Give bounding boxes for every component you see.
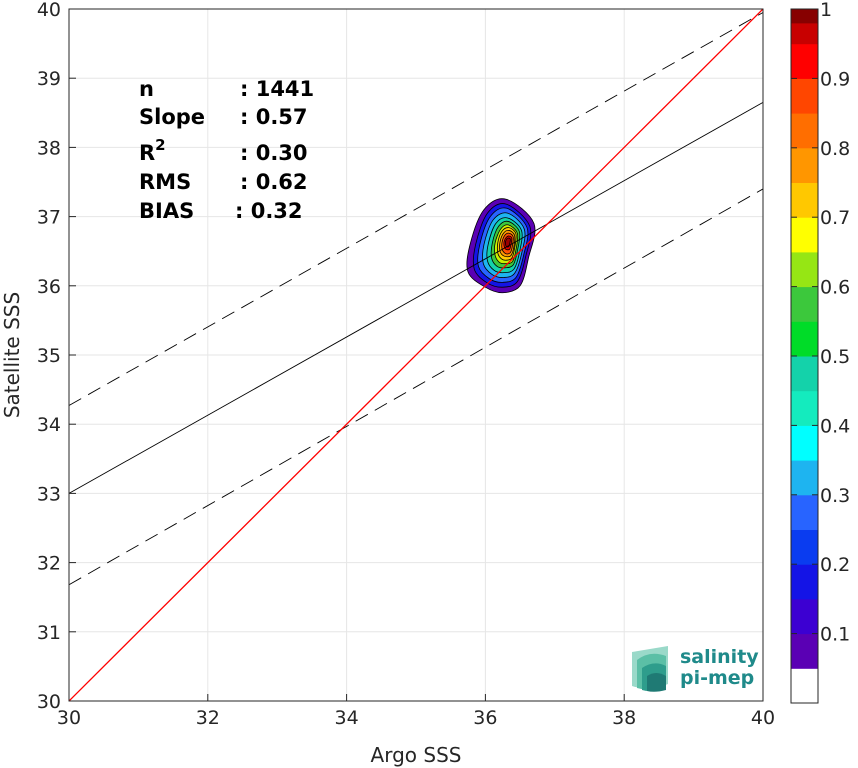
colorbar-bands: [791, 9, 818, 704]
x-tick-label: 34: [335, 707, 359, 729]
logo-line2: pi-mep: [680, 667, 754, 689]
stat-r2-base: R: [139, 141, 155, 165]
regression-lines: [69, 9, 763, 701]
colorbar-tick-label: 0.3: [820, 485, 850, 507]
colorbar-band-9: [791, 356, 818, 392]
colorbar-band-20: [791, 9, 818, 24]
colorbar-band-5: [791, 494, 818, 530]
y-tick-label: 32: [37, 553, 61, 575]
y-tick-label: 37: [37, 207, 61, 229]
stat-rms-value: : 0.62: [240, 170, 308, 194]
stat-slope-value: : 0.57: [240, 105, 308, 129]
colorbar-band-19: [791, 22, 818, 45]
colorbar-ticks: 0.1 0.2 0.3 0.4 0.5 0.6 0.7 0.8 0.9 1: [791, 0, 850, 646]
colorbar-band-8: [791, 390, 818, 426]
y-tick-label: 40: [37, 0, 61, 21]
colorbar-band-17: [791, 78, 818, 114]
fit-upper-dashed-line: [69, 12, 763, 406]
colorbar-tick-label: 0.6: [820, 277, 850, 299]
salinity-pimep-logo: salinity pi-mep: [632, 646, 759, 692]
colorbar-tick-label: 0.8: [820, 138, 850, 160]
colorbar-band-18: [791, 43, 818, 79]
regression-fit-line: [69, 102, 763, 494]
y-tick-label: 30: [37, 691, 61, 713]
y-tick-label: 31: [37, 622, 61, 644]
density-contour-level-11: [504, 237, 511, 248]
colorbar-band-16: [791, 113, 818, 149]
identity-line: [69, 9, 763, 701]
colorbar-band-6: [791, 460, 818, 496]
colorbar-tick-label: 1: [820, 0, 832, 21]
stat-slope-label: Slope: [139, 105, 205, 129]
y-tick-label: 35: [37, 345, 61, 367]
colorbar-tick-label: 0.4: [820, 415, 850, 437]
x-axis-ticks: 30 32 34 36 38 40: [57, 694, 775, 729]
colorbar-band-0: [791, 668, 818, 704]
colorbar-tick-label: 0.9: [820, 68, 850, 90]
stat-bias-value: : 0.32: [235, 199, 303, 223]
stat-n-value: : 1441: [240, 77, 314, 101]
fit-lower-dashed-line: [69, 188, 763, 586]
colorbar-band-7: [791, 425, 818, 461]
colorbar-band-1: [791, 633, 818, 669]
x-tick-label: 36: [473, 707, 497, 729]
grid: [68, 8, 764, 702]
colorbar: 0.1 0.2 0.3 0.4 0.5 0.6 0.7 0.8 0.9 1: [790, 0, 850, 704]
colorbar-band-2: [791, 598, 818, 635]
y-tick-label: 36: [37, 276, 61, 298]
y-tick-label: 38: [37, 137, 61, 159]
stat-rms-label: RMS: [139, 170, 191, 194]
x-tick-label: 30: [57, 707, 81, 729]
y-axis-ticks: 30 31 32 33 34 35 36 37 38 39 40: [37, 0, 76, 713]
colorbar-band-12: [791, 251, 818, 288]
stats-annotation: n : 1441 Slope : 0.57 R2 : 0.30 RMS : 0.…: [139, 77, 314, 223]
x-tick-label: 40: [751, 707, 775, 729]
stat-r2-value: : 0.30: [240, 141, 308, 165]
colorbar-band-15: [791, 147, 818, 183]
colorbar-band-10: [791, 321, 818, 357]
colorbar-tick-label: 0.2: [820, 554, 850, 576]
stat-r2-superscript: 2: [155, 136, 165, 154]
stat-bias-label: BIAS: [139, 199, 194, 223]
colorbar-band-11: [791, 286, 818, 322]
y-tick-label: 34: [37, 414, 61, 436]
colorbar-band-4: [791, 529, 818, 565]
colorbar-band-13: [791, 217, 818, 253]
y-tick-label: 33: [37, 483, 61, 505]
plot-area: 30 32 34 36 38 40 30 31 32 33 34 35 36 37 38 39 40: [37, 0, 775, 729]
x-tick-label: 38: [612, 707, 636, 729]
colorbar-band-3: [791, 564, 818, 600]
y-axis-label: Satellite SSS: [0, 292, 24, 418]
colorbar-tick-label: 0.7: [820, 207, 850, 229]
colorbar-tick-label: 0.5: [820, 346, 850, 368]
colorbar-tick-label: 0.1: [820, 624, 850, 646]
colorbar-band-14: [791, 182, 818, 218]
stat-n-label: n: [139, 77, 154, 101]
stat-r2-label: R2: [139, 136, 166, 165]
logo-waves-icon: [632, 646, 668, 692]
x-axis-label: Argo SSS: [371, 743, 462, 767]
density-contours: [466, 198, 536, 294]
logo-line1: salinity: [680, 646, 759, 668]
x-tick-label: 32: [196, 707, 220, 729]
y-tick-label: 39: [37, 68, 61, 90]
